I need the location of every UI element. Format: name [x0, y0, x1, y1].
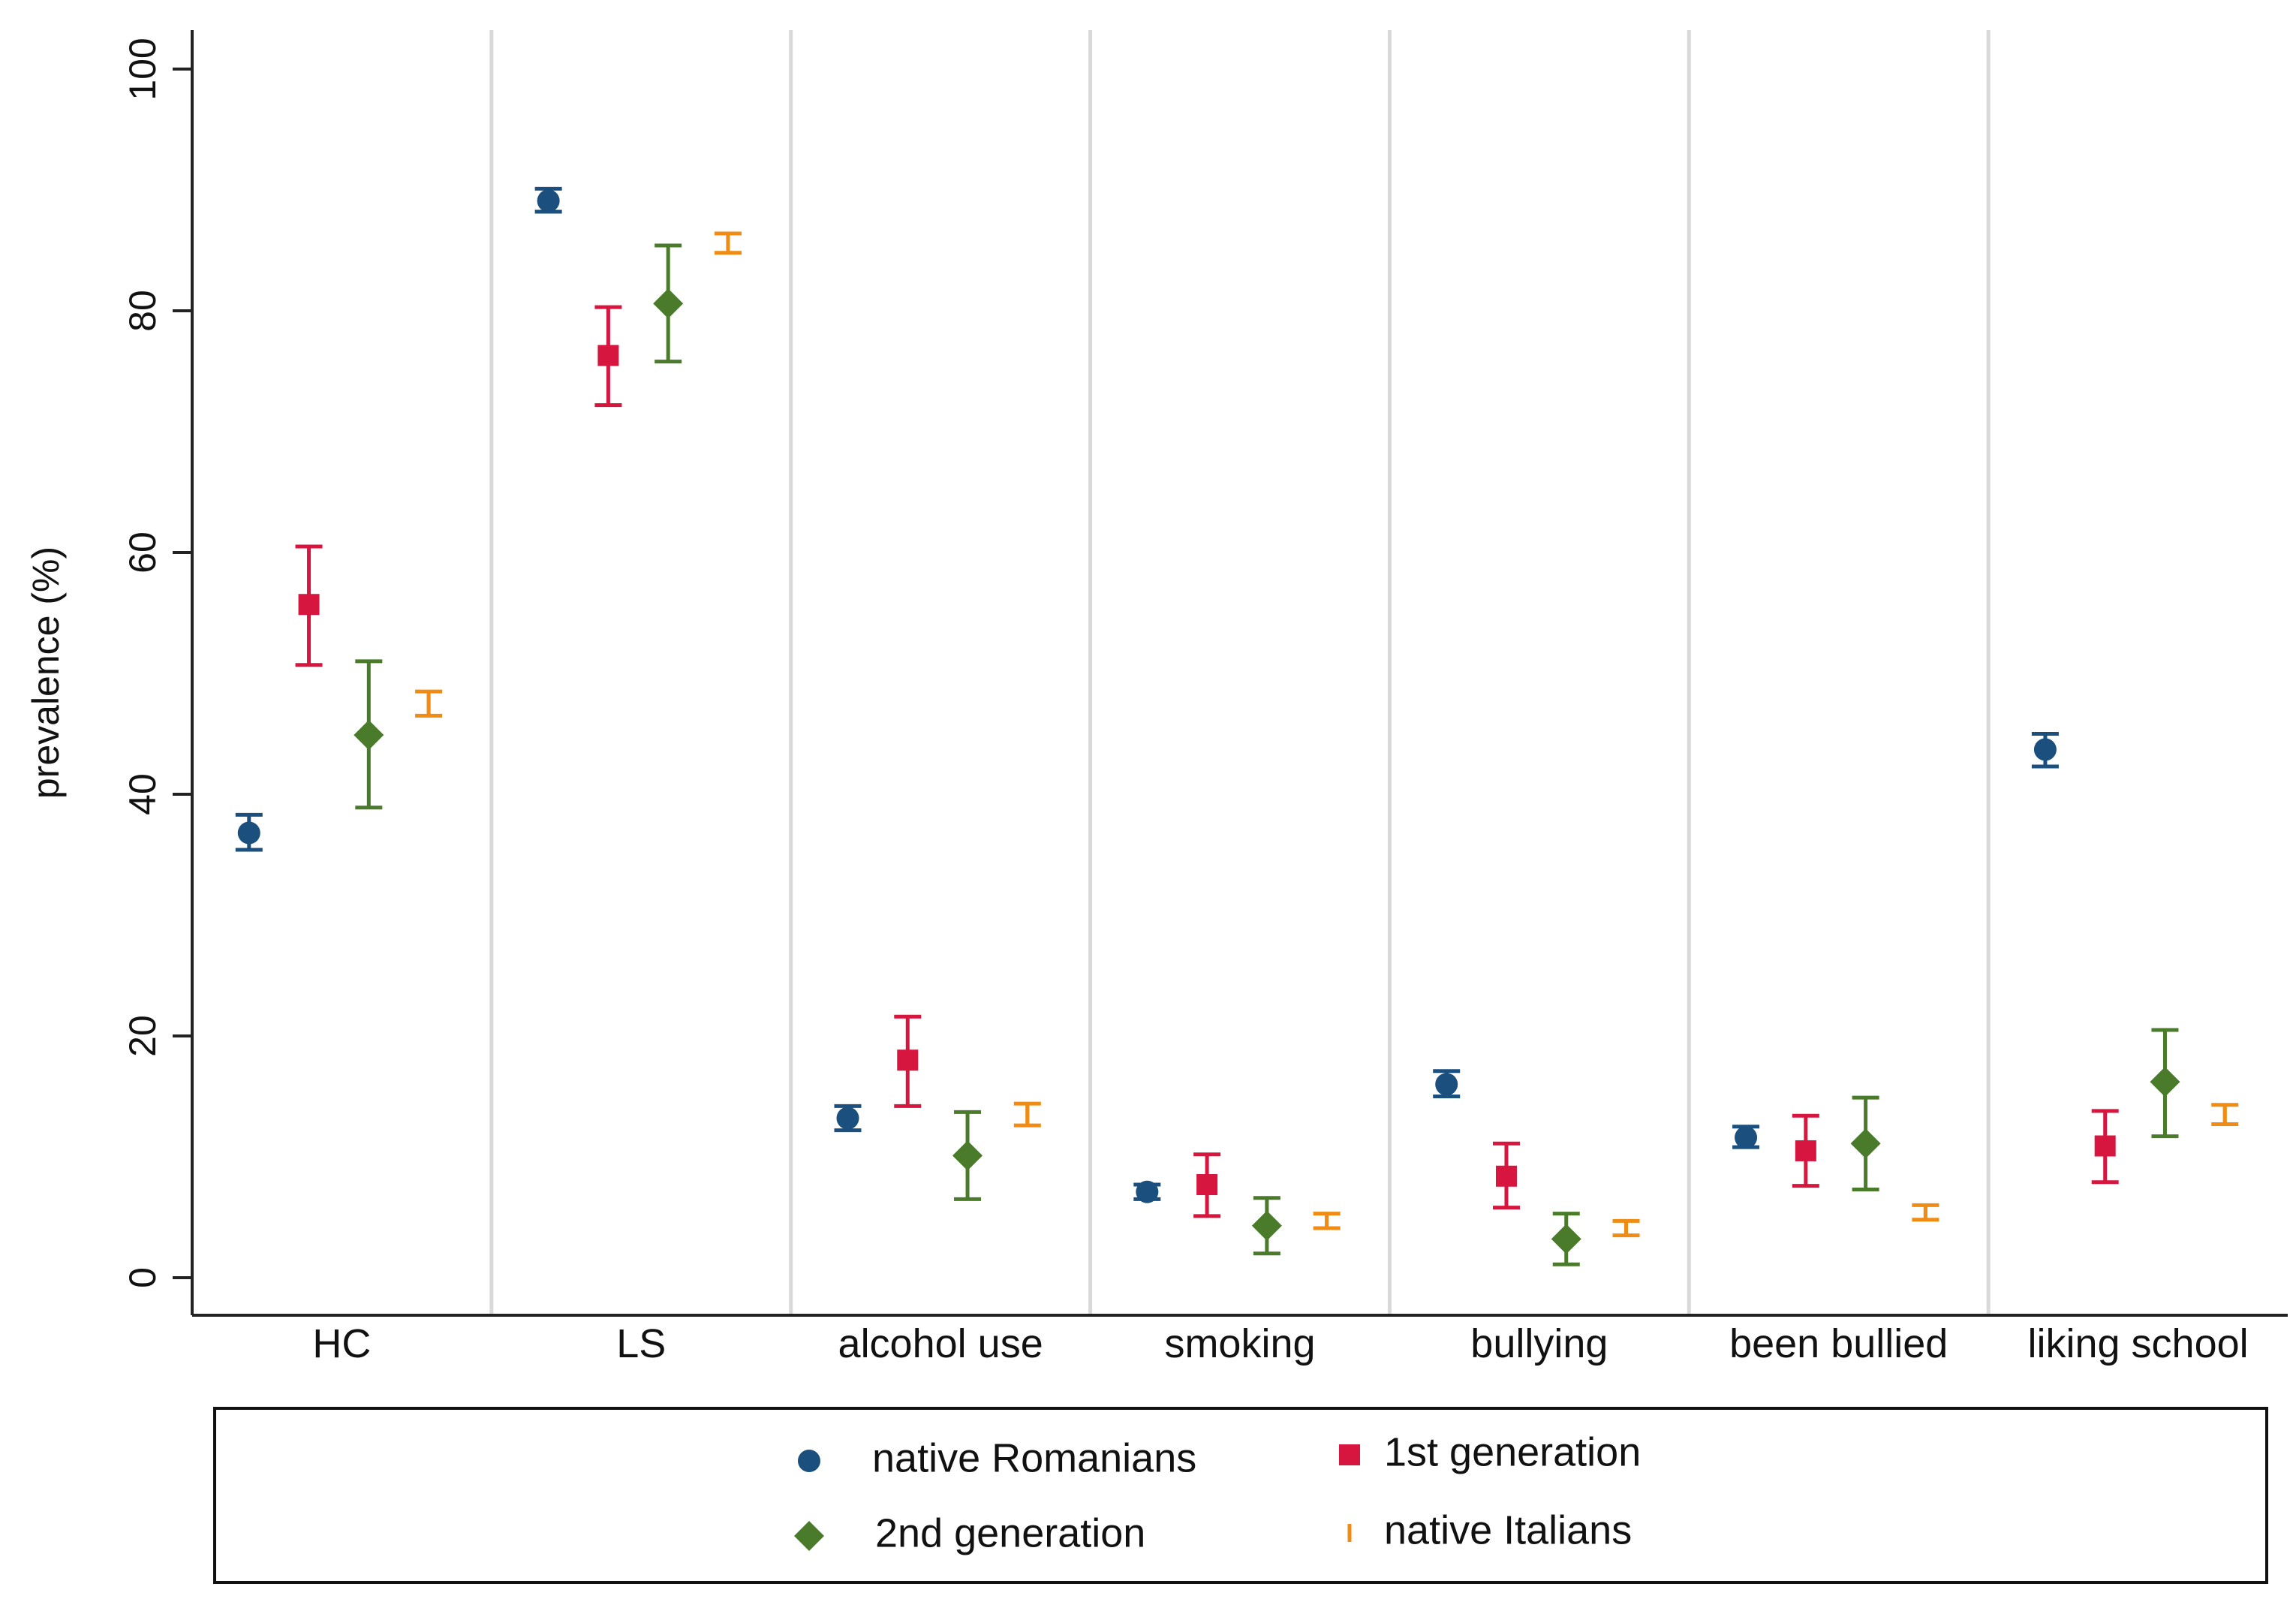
- point-2nd-generation-bullying: [1551, 1212, 1581, 1266]
- marker-diamond: [1251, 1210, 1282, 1241]
- data-marks: [235, 186, 2239, 1266]
- legend-item-2nd-generation: 2nd generation: [794, 1510, 1145, 1555]
- legend-item-native-romanians: native Romanians: [798, 1435, 1196, 1480]
- point-2nd-generation-ls: [653, 243, 684, 364]
- point-native-italians-alcohol-use: [1013, 1101, 1041, 1128]
- legend-item-1st-generation: 1st generation: [1339, 1429, 1641, 1474]
- marker-circle: [1435, 1073, 1458, 1096]
- legend-label: 1st generation: [1384, 1429, 1641, 1474]
- point-native-romanians-bullying: [1433, 1069, 1461, 1098]
- point-native-romanians-ls: [534, 186, 562, 214]
- point-1st-generation-alcohol-use: [894, 1014, 922, 1108]
- point-1st-generation-hc: [295, 544, 323, 667]
- marker-circle: [537, 189, 560, 212]
- point-2nd-generation-been-bullied: [1850, 1095, 1881, 1191]
- marker-circle: [237, 821, 260, 845]
- x-label-liking-school: liking school: [2027, 1321, 2248, 1366]
- point-native-italians-smoking: [1313, 1212, 1341, 1230]
- axes: [191, 30, 2288, 1317]
- legend: native Romanians 1st generation 2nd genera…: [213, 1407, 2268, 1584]
- point-1st-generation-liking-school: [2091, 1109, 2119, 1185]
- marker-square: [1196, 1174, 1218, 1196]
- marker-diamond: [1551, 1224, 1581, 1254]
- marker-diamond: [354, 720, 384, 751]
- series-2nd-generation: [354, 243, 2180, 1266]
- marker-circle: [1136, 1180, 1159, 1203]
- marker-circle: [2033, 738, 2057, 761]
- marker-square: [2094, 1135, 2116, 1157]
- y-tick-label: 40: [122, 773, 164, 815]
- marker-circle: [836, 1107, 859, 1130]
- marker-circle: [1735, 1126, 1758, 1149]
- series-native-italians: [415, 231, 2239, 1238]
- y-tick-label: 100: [122, 38, 164, 100]
- x-label-smoking: smoking: [1164, 1321, 1315, 1366]
- marker-diamond: [653, 288, 684, 319]
- marker-diamond: [2150, 1067, 2180, 1098]
- category-separators: [489, 30, 1991, 1315]
- point-1st-generation-ls: [594, 305, 622, 408]
- point-native-romanians-smoking: [1133, 1180, 1161, 1203]
- point-2nd-generation-liking-school: [2150, 1028, 2180, 1139]
- x-label-been-bullied: been bullied: [1729, 1321, 1948, 1366]
- legend-item-native-italians: native Italians: [1347, 1507, 1632, 1552]
- legend-label: native Romanians: [872, 1435, 1196, 1480]
- point-1st-generation-been-bullied: [1792, 1113, 1819, 1188]
- marker-square: [897, 1049, 919, 1071]
- legend-marker-diamond: [794, 1521, 824, 1551]
- series-1st-generation: [295, 305, 2119, 1218]
- legend-box: [213, 1407, 2268, 1584]
- legend-marker-square: [1339, 1444, 1360, 1465]
- y-tick-label: 80: [122, 290, 164, 332]
- y-tick-label: 0: [122, 1267, 164, 1288]
- x-label-alcohol-use: alcohol use: [838, 1321, 1043, 1366]
- marker-square: [298, 594, 320, 616]
- y-tick-label: 20: [122, 1015, 164, 1057]
- point-native-italians-hc: [415, 689, 443, 718]
- marker-diamond: [1850, 1128, 1881, 1159]
- y-ticks: 0 20 40 60 80 100: [122, 38, 192, 1288]
- legend-label: native Italians: [1384, 1507, 1632, 1552]
- x-category-labels: HC LS alcohol use smoking bullying been bulli…: [312, 1321, 2248, 1366]
- x-label-hc: HC: [312, 1321, 371, 1366]
- point-1st-generation-smoking: [1193, 1152, 1221, 1218]
- x-label-ls: LS: [616, 1321, 666, 1366]
- point-native-italians-been-bullied: [1912, 1203, 1939, 1222]
- point-native-romanians-alcohol-use: [834, 1104, 862, 1133]
- point-1st-generation-bullying: [1492, 1141, 1520, 1210]
- point-2nd-generation-smoking: [1251, 1196, 1282, 1256]
- y-tick-label: 60: [122, 531, 164, 574]
- point-native-italians-liking-school: [2211, 1103, 2239, 1127]
- x-label-bullying: bullying: [1470, 1321, 1608, 1366]
- marker-square: [1495, 1165, 1517, 1187]
- marker-square: [597, 345, 619, 366]
- series-native-romanians: [235, 186, 2059, 1203]
- y-axis-title: prevalence (%): [25, 547, 67, 799]
- point-native-romanians-hc: [235, 812, 263, 852]
- marker-square: [1795, 1140, 1816, 1161]
- point-native-romanians-liking-school: [2031, 732, 2059, 769]
- point-native-romanians-been-bullied: [1732, 1125, 1760, 1149]
- point-2nd-generation-hc: [354, 659, 384, 810]
- legend-marker-circle: [798, 1450, 820, 1472]
- point-2nd-generation-alcohol-use: [952, 1110, 983, 1201]
- point-native-italians-bullying: [1612, 1218, 1640, 1238]
- legend-label: 2nd generation: [875, 1510, 1145, 1555]
- point-native-italians-ls: [714, 231, 742, 255]
- marker-diamond: [952, 1140, 983, 1171]
